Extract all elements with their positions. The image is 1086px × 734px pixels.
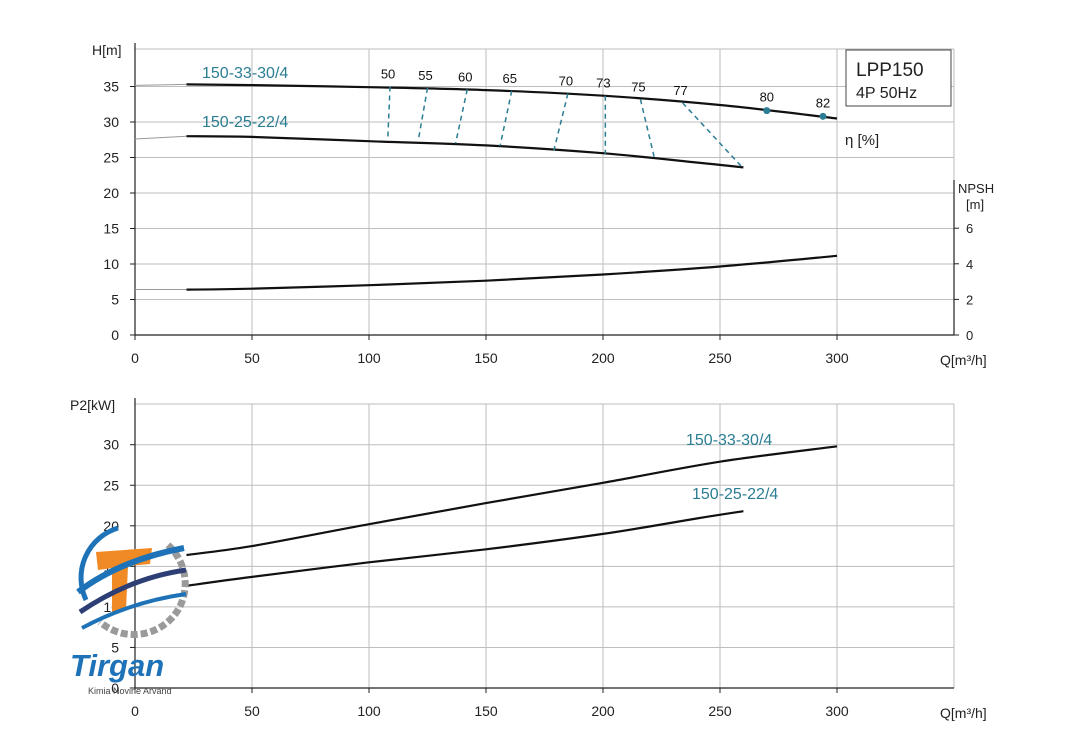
efficiency-label: 65 [503, 71, 517, 86]
x-tick-label: 100 [357, 350, 381, 366]
npsh-tick-label: 0 [966, 328, 973, 343]
y-tick-label: 35 [103, 79, 119, 95]
tirgan-logo: Tirgan Kimia Novine Arvand [70, 525, 189, 696]
x-tick-label: 200 [591, 703, 615, 719]
efficiency-line [682, 102, 742, 167]
y-tick-label: 5 [111, 292, 119, 308]
npsh-tick-label: 2 [966, 292, 973, 307]
logo-swoosh [76, 545, 185, 595]
x-tick-label: 50 [244, 703, 260, 719]
npsh-tick-label: 4 [966, 257, 973, 272]
x-tick-label: 50 [244, 350, 260, 366]
npsh-tick-label: 6 [966, 221, 973, 236]
x-tick-label: 150 [474, 350, 498, 366]
efficiency-axis-label: η [%] [845, 132, 879, 149]
y-tick-label: 5 [111, 639, 119, 655]
x-tick-label: 100 [357, 703, 381, 719]
efficiency-label: 82 [816, 95, 830, 110]
efficiency-label: 55 [418, 68, 432, 83]
series-label: 150-25-22/4 [692, 486, 778, 503]
series-label: 150-33-30/4 [202, 65, 288, 82]
y-tick-label: 25 [103, 150, 119, 166]
model-box [845, 49, 952, 107]
efficiency-line [553, 93, 569, 151]
curve-extension [134, 135, 187, 140]
efficiency-label: 70 [559, 74, 573, 89]
x-tick-label: 250 [708, 350, 732, 366]
npsh-curve [186, 254, 838, 291]
efficiency-line [386, 86, 391, 140]
efficiency-line [417, 87, 429, 142]
efficiency-line [499, 90, 513, 147]
model-box-subtitle: 4P 50Hz [856, 85, 917, 102]
logo-tagline: Kimia Novine Arvand [88, 686, 172, 696]
y-tick-label: 20 [103, 185, 119, 201]
curve-150-25-22/4 [186, 135, 744, 169]
curve-extension [134, 83, 187, 86]
x-tick-label: 0 [131, 703, 139, 719]
x-tick-label: 200 [591, 350, 615, 366]
logo-gear [97, 542, 189, 639]
efficiency-point [763, 107, 771, 115]
model-box-title: LPP150 [856, 60, 924, 81]
head-panel: 0 50 100 150 200 250 30005101520253035H[m]Q[m³… [92, 42, 994, 368]
y-tick-label: 30 [103, 437, 119, 453]
efficiency-label: 80 [760, 90, 774, 105]
efficiency-line [454, 89, 469, 144]
y-tick-label: 10 [103, 256, 119, 272]
curve-150-25-22/4 [186, 510, 744, 587]
y-tick-label: 30 [103, 114, 119, 130]
x-axis-label: Q[m³/h] [940, 705, 987, 721]
y-tick-label: 0 [111, 680, 119, 696]
logo-emblem [96, 548, 152, 612]
npsh-axis-unit: [m] [966, 197, 984, 212]
y-axis-label: H[m] [92, 42, 122, 58]
x-axis-label: Q[m³/h] [940, 352, 987, 368]
x-tick-label: 150 [474, 703, 498, 719]
curve-150-33-30/4 [186, 445, 838, 557]
logo-swoosh [81, 592, 187, 630]
efficiency-label: 73 [596, 76, 610, 91]
y-tick-label: 0 [111, 327, 119, 343]
x-tick-label: 0 [131, 350, 139, 366]
y-tick-label: 15 [103, 221, 119, 237]
series-label: 150-33-30/4 [686, 432, 772, 449]
logo-swoosh [78, 567, 187, 615]
efficiency-line [639, 99, 656, 159]
y-axis-label: P2[kW] [70, 397, 115, 413]
efficiency-point [819, 112, 827, 120]
npsh-axis-label: NPSH [958, 181, 994, 196]
y-tick-label: 25 [103, 477, 119, 493]
efficiency-label: 50 [381, 67, 395, 82]
logo-name: Tirgan [70, 648, 164, 683]
x-tick-label: 250 [708, 703, 732, 719]
x-tick-label: 300 [825, 703, 849, 719]
power-panel: 050100150200250300051015202530P2[kW]Q[m³… [70, 397, 987, 721]
curve-150-33-30/4 [186, 83, 838, 120]
series-label: 150-25-22/4 [202, 114, 288, 131]
x-tick-label: 300 [825, 350, 849, 366]
efficiency-label: 60 [458, 69, 472, 84]
efficiency-label: 75 [631, 79, 645, 94]
efficiency-label: 77 [673, 83, 687, 98]
